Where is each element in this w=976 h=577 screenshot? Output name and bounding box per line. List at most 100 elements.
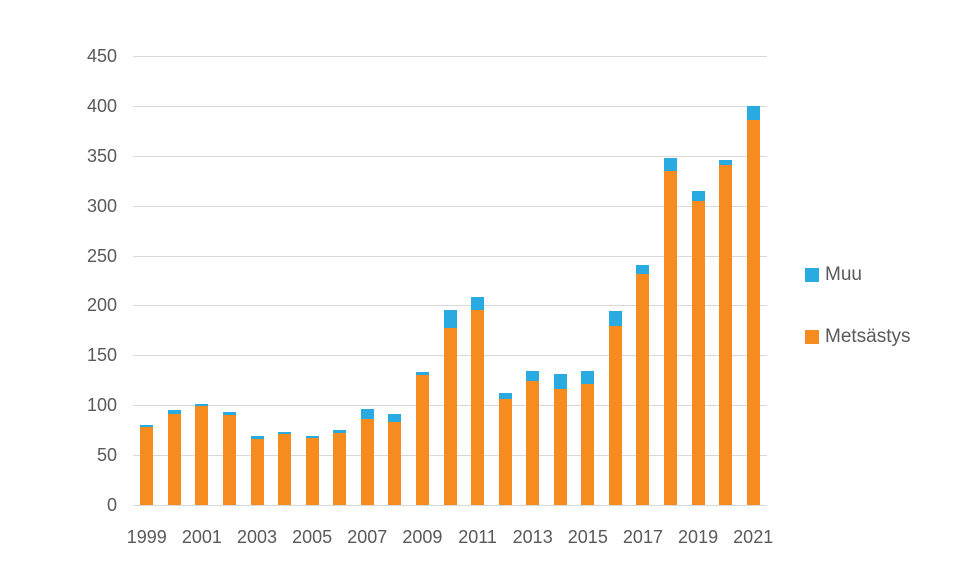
muu-swatch-icon xyxy=(805,267,819,282)
bar-segment-muu-2017 xyxy=(636,264,650,274)
bar-segment-metsästys-2005 xyxy=(305,438,319,505)
plot-area xyxy=(133,56,767,506)
bar-2020 xyxy=(719,56,733,505)
bar-segment-muu-2013 xyxy=(526,371,540,382)
bar-segment-muu-2011 xyxy=(471,297,485,311)
bar-segment-muu-2007 xyxy=(360,409,374,420)
bar-2021 xyxy=(746,56,760,505)
bar-segment-metsästys-2010 xyxy=(443,328,457,505)
bar-segment-muu-2016 xyxy=(608,311,622,327)
bar-segment-muu-1999 xyxy=(140,425,154,428)
bar-segment-muu-2010 xyxy=(443,310,457,329)
gridline-450 xyxy=(133,56,767,57)
bar-segment-muu-2021 xyxy=(746,105,760,120)
bar-segment-muu-2002 xyxy=(222,412,236,416)
bar-segment-muu-2015 xyxy=(581,371,595,385)
bar-2003 xyxy=(250,56,264,505)
gridline-250 xyxy=(133,255,767,257)
x-axis-label-2015: 2015 xyxy=(567,527,608,547)
bar-segment-muu-2001 xyxy=(195,404,209,407)
bar-segment-muu-2012 xyxy=(498,393,512,400)
bar-2017 xyxy=(636,56,650,505)
bar-segment-metsästys-2021 xyxy=(746,119,760,505)
bar-segment-metsästys-1999 xyxy=(140,427,154,505)
bar-segment-muu-2008 xyxy=(388,414,402,423)
y-axis-tick-0: 0 xyxy=(106,495,117,515)
x-axis-label-2001: 2001 xyxy=(181,527,222,547)
bar-2000 xyxy=(167,56,181,505)
x-axis-label-2003: 2003 xyxy=(237,527,278,547)
y-axis-tick-350: 350 xyxy=(86,145,117,166)
bar-2004 xyxy=(278,56,292,505)
legend: Muu Metsästys xyxy=(805,264,911,390)
bar-segment-metsästys-2002 xyxy=(222,415,236,505)
y-axis-tick-200: 200 xyxy=(86,295,117,316)
legend-label-metsastys: Metsästys xyxy=(825,325,911,347)
bar-segment-metsästys-2013 xyxy=(526,381,540,505)
bar-segment-metsästys-2006 xyxy=(333,433,347,505)
bar-segment-muu-2009 xyxy=(415,372,429,376)
gridline-400 xyxy=(133,105,767,107)
y-axis-tick-100: 100 xyxy=(86,395,117,416)
gridline-0 xyxy=(133,505,767,506)
legend-item-metsastys: Metsästys xyxy=(805,325,911,347)
bar-segment-metsästys-2012 xyxy=(498,399,512,505)
bar-2006 xyxy=(333,56,347,505)
bar-segment-metsästys-2009 xyxy=(415,375,429,505)
bar-2014 xyxy=(553,56,567,505)
bar-segment-metsästys-2015 xyxy=(581,384,595,505)
bar-2011 xyxy=(471,56,485,505)
bar-segment-metsästys-2011 xyxy=(471,310,485,505)
bar-segment-metsästys-2001 xyxy=(195,406,209,505)
bar-segment-metsästys-2019 xyxy=(691,200,705,505)
bar-segment-muu-2005 xyxy=(305,436,319,439)
x-axis-label-1999: 1999 xyxy=(126,527,167,547)
bar-segment-metsästys-2018 xyxy=(664,170,678,505)
legend-item-muu: Muu xyxy=(805,264,911,285)
bar-segment-metsästys-2000 xyxy=(167,414,181,505)
x-axis-label-2013: 2013 xyxy=(512,527,553,547)
gridline-300 xyxy=(133,205,767,207)
bar-2009 xyxy=(415,56,429,505)
bar-segment-muu-2004 xyxy=(278,432,292,435)
bar-2007 xyxy=(360,56,374,505)
bar-2008 xyxy=(388,56,402,505)
bar-segment-metsästys-2008 xyxy=(388,422,402,505)
bar-segment-muu-2019 xyxy=(691,190,705,201)
bar-2016 xyxy=(608,56,622,505)
bar-segment-muu-2020 xyxy=(719,159,733,165)
bar-segment-metsästys-2003 xyxy=(250,439,264,505)
bar-2001 xyxy=(195,56,209,505)
x-axis-label-2017: 2017 xyxy=(622,527,663,547)
bar-segment-metsästys-2016 xyxy=(608,326,622,505)
x-axis-label-2009: 2009 xyxy=(402,527,443,547)
bar-segment-muu-2000 xyxy=(167,410,181,415)
bar-segment-muu-2014 xyxy=(553,374,567,390)
bar-2019 xyxy=(691,56,705,505)
bar-2015 xyxy=(581,56,595,505)
y-axis-tick-300: 300 xyxy=(86,195,117,216)
y-axis-tick-450: 450 xyxy=(86,46,117,66)
bar-2002 xyxy=(222,56,236,505)
x-axis-label-2019: 2019 xyxy=(678,527,719,547)
bar-segment-muu-2018 xyxy=(664,157,678,171)
bar-segment-muu-2003 xyxy=(250,436,264,440)
bar-segment-metsästys-2014 xyxy=(553,389,567,505)
gridline-350 xyxy=(133,155,767,157)
y-axis-tick-150: 150 xyxy=(86,345,117,366)
bar-segment-muu-2006 xyxy=(333,430,347,434)
bar-segment-metsästys-2020 xyxy=(719,164,733,505)
y-axis-tick-50: 50 xyxy=(96,445,117,466)
bar-segment-metsästys-2007 xyxy=(360,419,374,505)
x-axis-label-2021: 2021 xyxy=(733,527,774,547)
bar-2013 xyxy=(526,56,540,505)
bar-2018 xyxy=(664,56,678,505)
y-axis-tick-250: 250 xyxy=(86,245,117,266)
y-axis-tick-400: 400 xyxy=(86,95,117,116)
bar-2010 xyxy=(443,56,457,505)
bar-1999 xyxy=(140,56,154,505)
x-axis-label-2005: 2005 xyxy=(292,527,333,547)
bar-segment-metsästys-2017 xyxy=(636,273,650,505)
bar-2005 xyxy=(305,56,319,505)
